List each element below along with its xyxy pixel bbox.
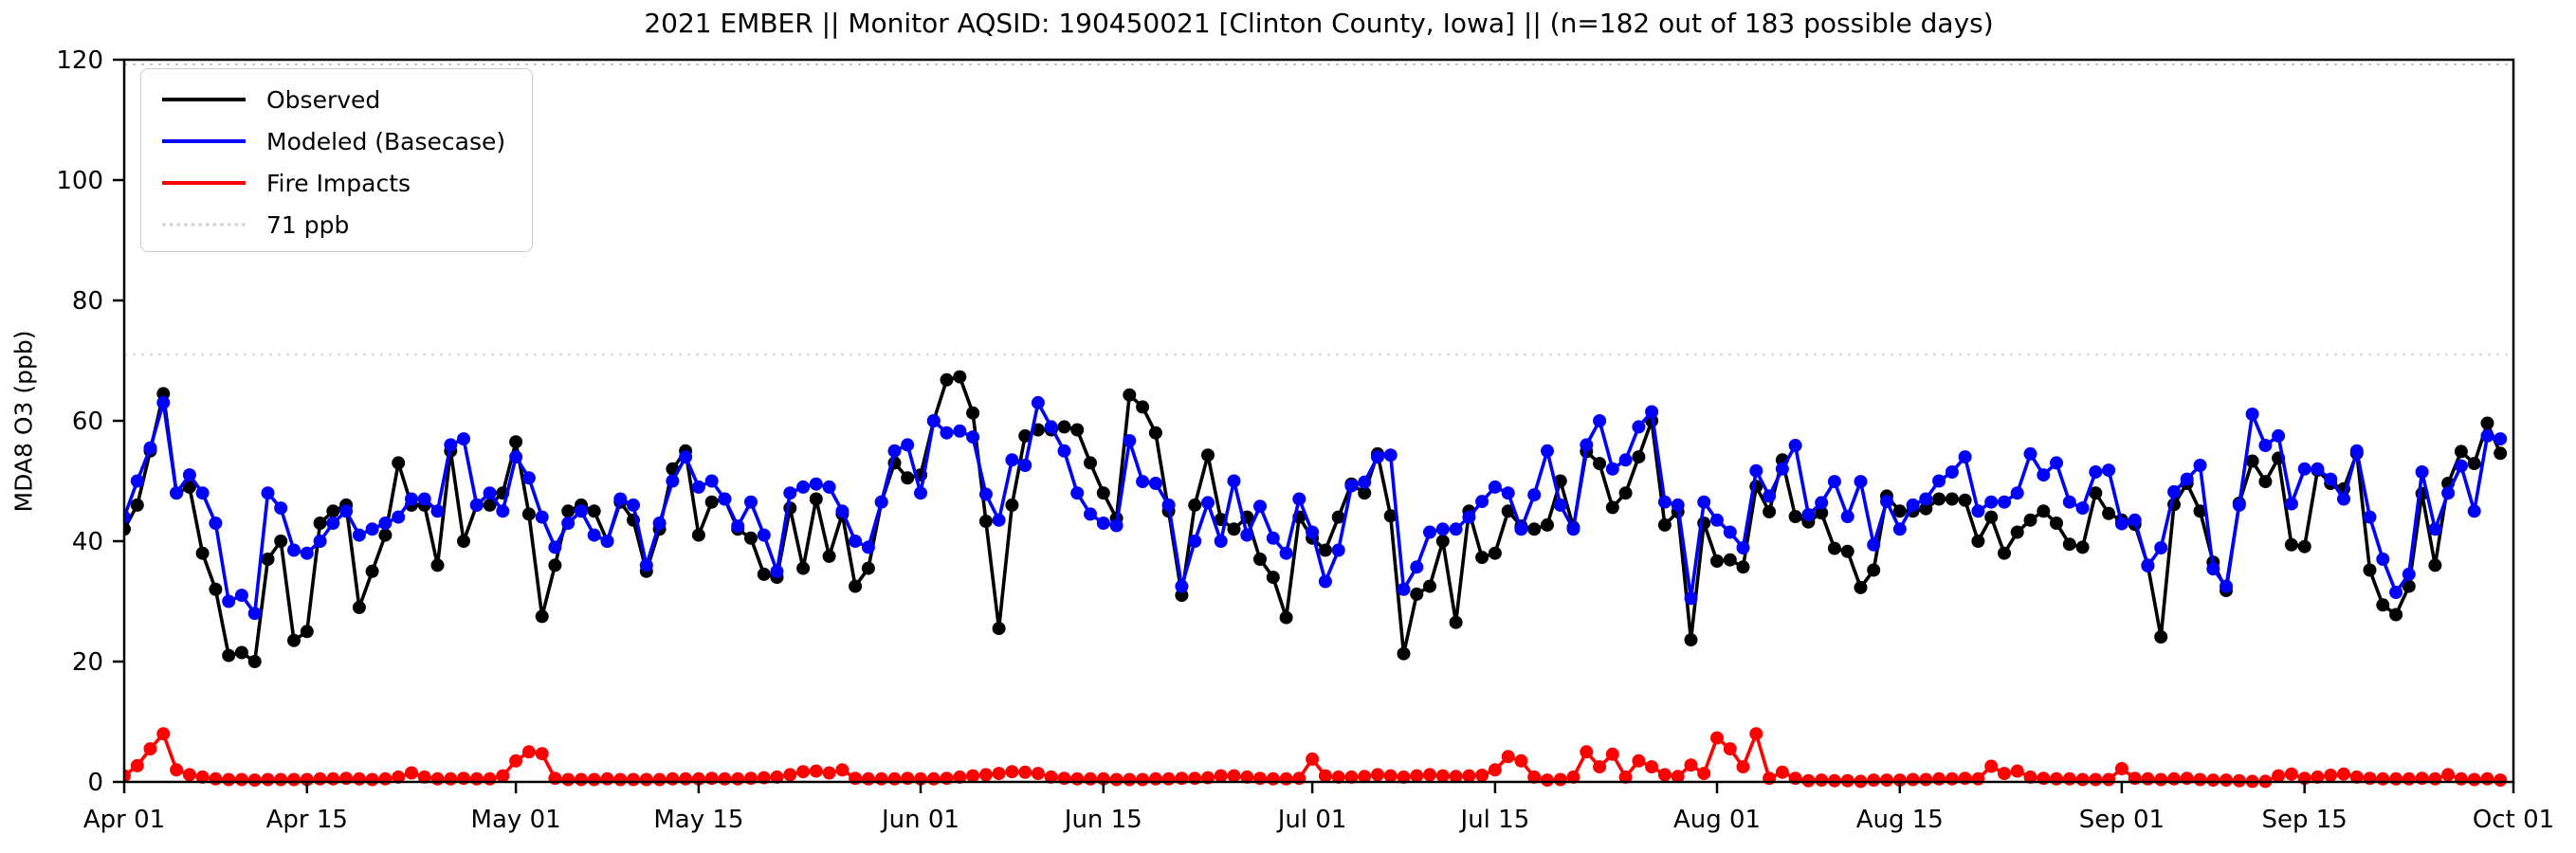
reference-line-sample bbox=[162, 223, 246, 227]
series-observed bbox=[124, 370, 2508, 668]
legend-box: Observed Modeled (Basecase) Fire Impacts… bbox=[140, 68, 533, 252]
fire-impacts-line-sample bbox=[162, 181, 246, 185]
x-tick-label: May 01 bbox=[471, 806, 561, 834]
x-tick-label: Apr 15 bbox=[266, 806, 348, 834]
observed-line-sample bbox=[162, 98, 246, 101]
x-tick-label: Jul 01 bbox=[1276, 806, 1347, 834]
y-tick-label: 40 bbox=[72, 528, 103, 556]
chart-title: 2021 EMBER || Monitor AQSID: 190450021 [… bbox=[644, 8, 1994, 39]
x-tick-label: Oct 01 bbox=[2473, 806, 2554, 834]
x-tick-label: Jun 01 bbox=[880, 806, 959, 834]
x-tick-label: Sep 01 bbox=[2079, 806, 2165, 834]
legend-item-fire-impacts: Fire Impacts bbox=[141, 162, 532, 204]
legend-label: 71 ppb bbox=[266, 210, 350, 239]
x-tick-label: Sep 15 bbox=[2261, 806, 2347, 834]
x-tick-label: Jun 15 bbox=[1063, 806, 1142, 834]
y-tick-label: 100 bbox=[56, 167, 103, 195]
x-tick-label: Aug 15 bbox=[1856, 806, 1944, 834]
y-tick-label: 20 bbox=[72, 648, 103, 677]
y-tick-label: 120 bbox=[56, 46, 103, 75]
legend-label: Fire Impacts bbox=[266, 169, 411, 197]
x-tick-label: Apr 01 bbox=[83, 806, 165, 834]
legend-item-71ppb: 71 ppb bbox=[141, 204, 532, 245]
x-tick-label: Aug 01 bbox=[1673, 806, 1761, 834]
x-tick-label: Jul 15 bbox=[1459, 806, 1530, 834]
y-tick-label: 60 bbox=[72, 408, 103, 436]
legend-item-modeled: Modeled (Basecase) bbox=[141, 120, 532, 162]
series-modeled-basecase- bbox=[124, 395, 2508, 621]
x-tick-label: May 15 bbox=[653, 806, 743, 834]
legend-label: Observed bbox=[266, 85, 381, 114]
series-fire-impacts bbox=[124, 727, 2508, 789]
legend-label: Modeled (Basecase) bbox=[266, 127, 506, 155]
y-tick-label: 0 bbox=[87, 769, 103, 797]
modeled-line-sample bbox=[162, 139, 246, 143]
y-tick-label: 80 bbox=[72, 287, 103, 316]
legend-item-observed: Observed bbox=[141, 79, 532, 120]
